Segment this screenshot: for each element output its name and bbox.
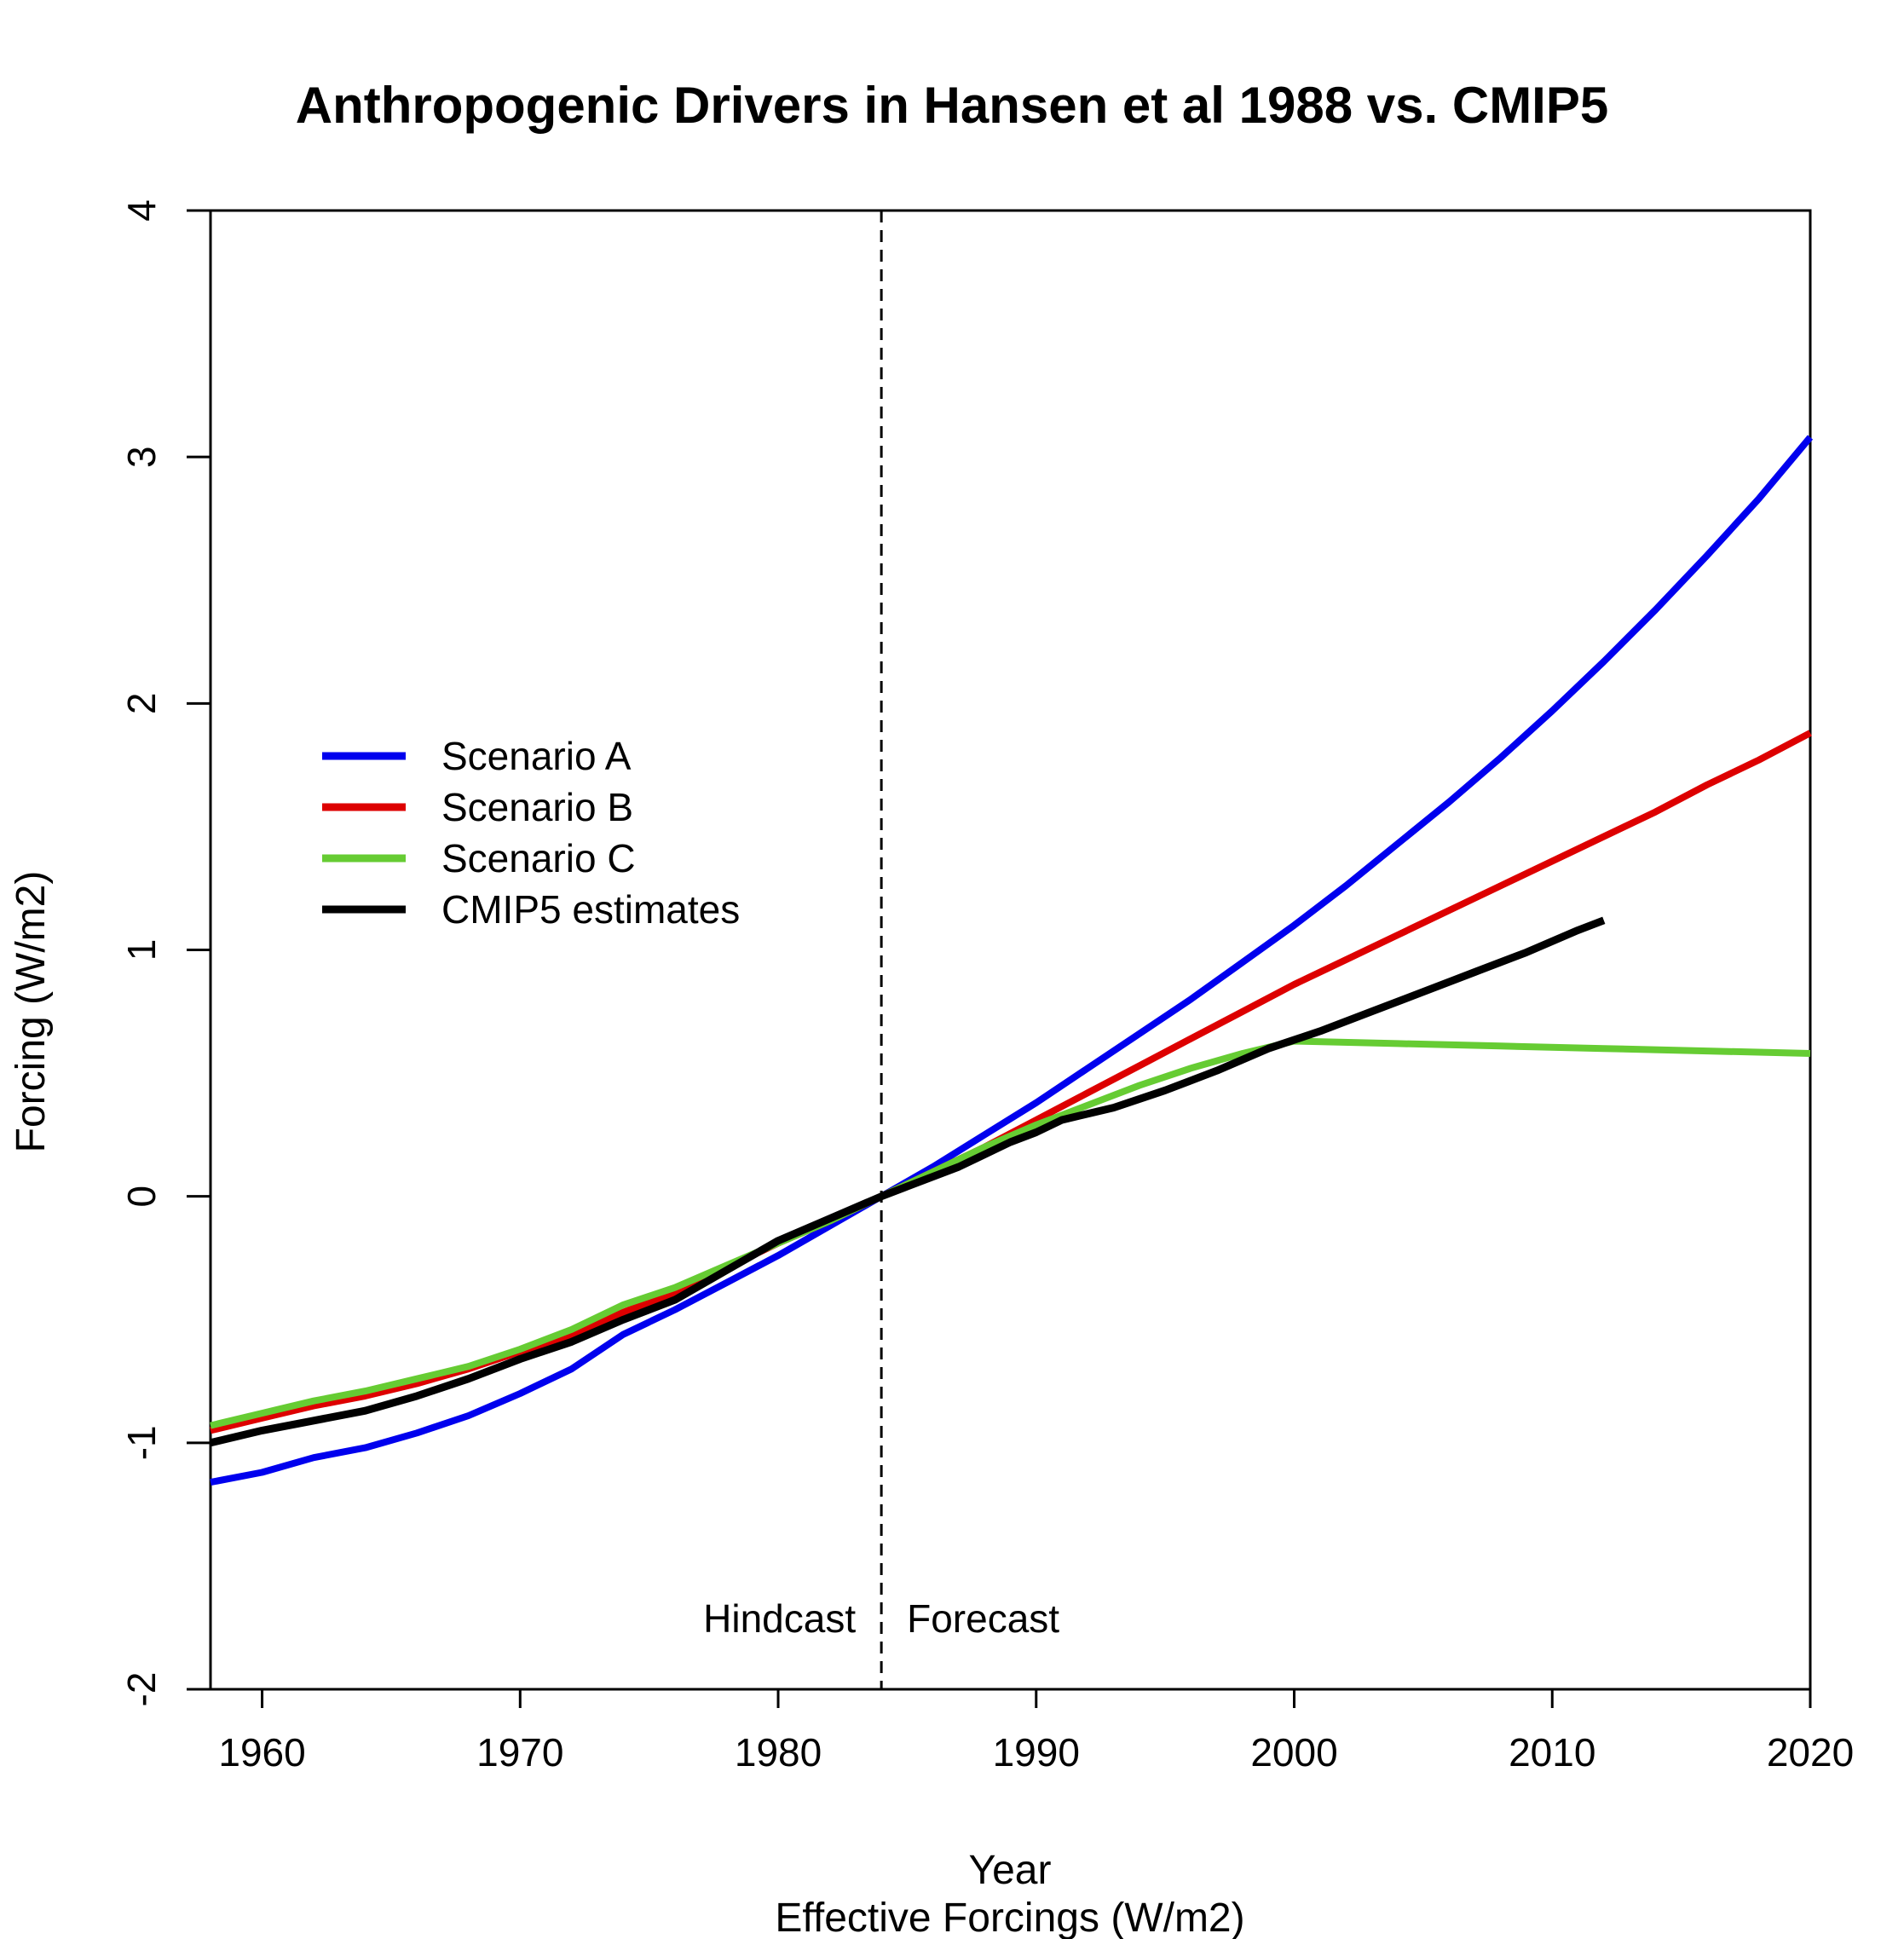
x-tick-label: 1990 [993, 1730, 1080, 1775]
plot-frame [209, 209, 1812, 1691]
y-tick-label: -2 [119, 1672, 164, 1707]
legend-label: Scenario C [441, 836, 636, 880]
x-axis-label: Year [969, 1848, 1052, 1893]
y-tick-label: 2 [119, 693, 164, 715]
series-line-cmip5-estimates [209, 916, 1606, 1447]
forecast-label: Forecast [907, 1596, 1059, 1641]
x-tick-label: 1960 [218, 1730, 305, 1775]
chart-title: Anthropogenic Drivers in Hansen et al 19… [296, 77, 1609, 134]
y-tick-label: 4 [119, 199, 164, 222]
series-line-scenario-a [210, 435, 1814, 1486]
x-tick-label: 2010 [1509, 1730, 1595, 1775]
plot-area: 1960 1970 1980 1990 2000 2010 2020 -2 -1 0 1 2 3 4 Hin… [119, 199, 1854, 1775]
legend-label: Scenario A [441, 734, 632, 778]
y-tick-label: -1 [119, 1425, 164, 1460]
x-tick-label: 2020 [1767, 1730, 1854, 1775]
y-tick-label: 3 [119, 446, 164, 468]
x-tick-label: 2000 [1250, 1730, 1337, 1775]
legend-label: CMIP5 estimates [441, 887, 740, 932]
y-tick-label: 1 [119, 939, 164, 961]
series-line-scenario-c [210, 1037, 1811, 1429]
chart-subtitle: Effective Forcings (W/m2) [775, 1896, 1244, 1939]
x-tick-label: 1970 [476, 1730, 563, 1775]
y-axis-label: Forcing (W/m2) [9, 871, 54, 1153]
x-tick-label: 1980 [735, 1730, 822, 1775]
legend-label: Scenario B [441, 785, 633, 829]
hindcast-label: Hindcast [703, 1596, 856, 1641]
y-tick-label: 0 [119, 1186, 164, 1208]
